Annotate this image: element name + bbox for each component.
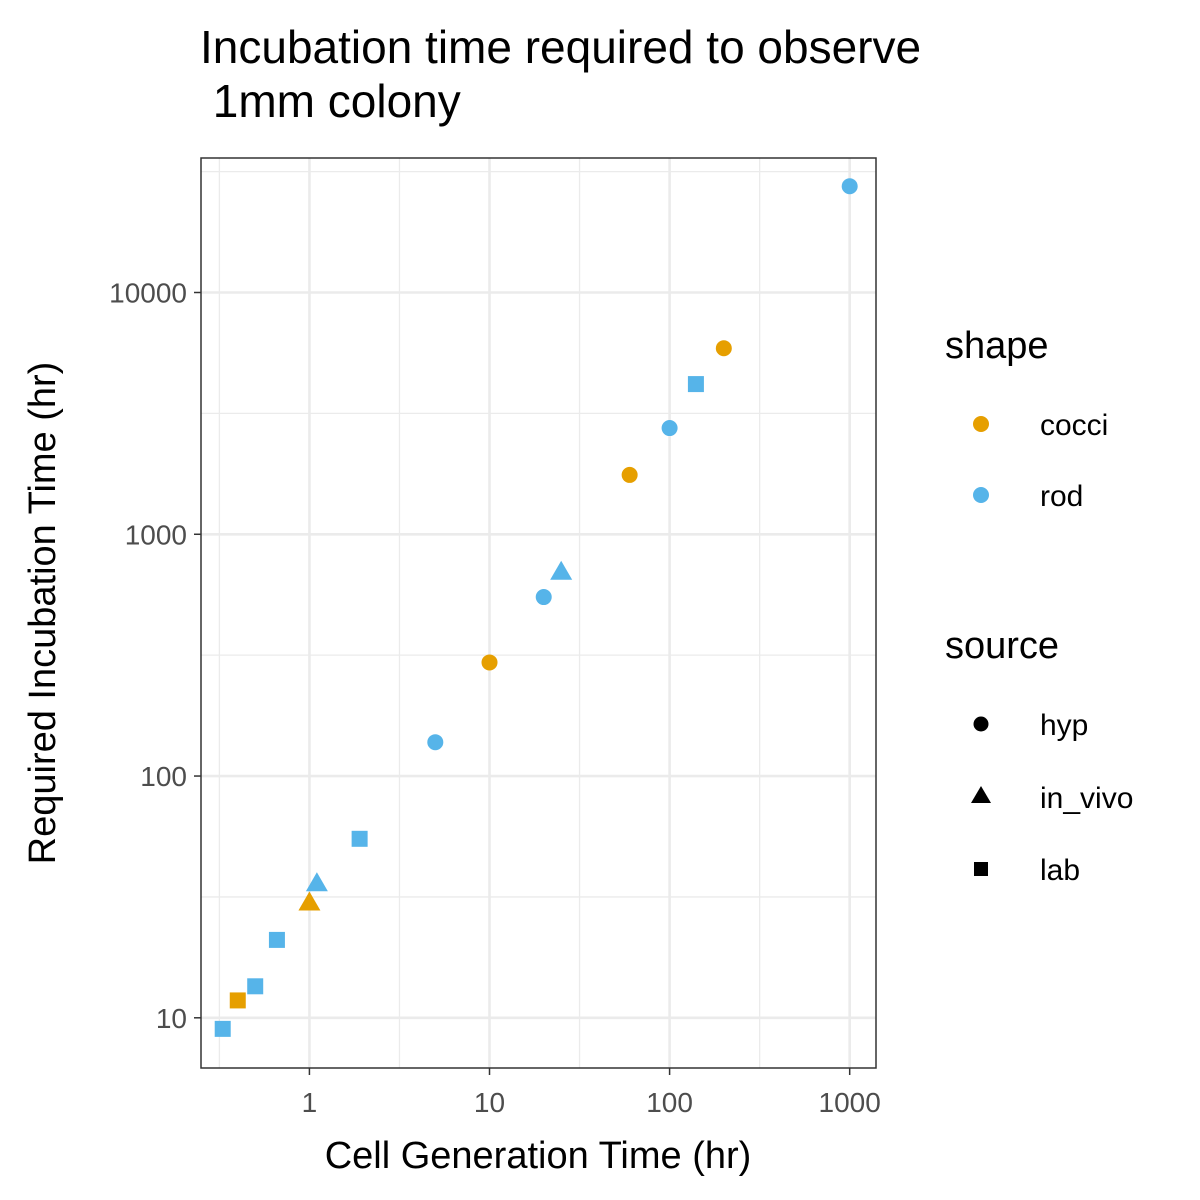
x-tick-label: 100 [646, 1087, 693, 1118]
chart-title-line-2: 1mm colony [200, 75, 461, 127]
x-tick-label: 10 [474, 1087, 505, 1118]
legend-label-hyp: hyp [1040, 709, 1088, 742]
data-point-rod-hyp [427, 734, 444, 751]
x-axis-ticks: 1 10 100 1000 [302, 1068, 881, 1118]
legend-shape: shape cocci rod [945, 325, 1108, 513]
data-points [214, 178, 858, 1037]
y-tick-label: 1000 [125, 519, 187, 550]
data-point-rod-lab [247, 978, 264, 995]
y-tick-label: 100 [140, 761, 187, 792]
legend-label-lab: lab [1040, 854, 1080, 887]
data-point-rod-in-vivo [305, 872, 328, 892]
data-point-cocci-in-vivo [298, 891, 321, 911]
legend-key-rod [973, 487, 989, 503]
y-tick-label: 10 [156, 1003, 187, 1034]
data-point-rod-lab [687, 376, 704, 393]
legend-key-lab [974, 862, 988, 876]
data-point-rod-hyp [841, 178, 858, 195]
legend-key-in-vivo [971, 786, 991, 803]
legend-source-title: source [945, 625, 1059, 667]
data-point-rod-hyp [535, 589, 552, 606]
legend-label-in-vivo: in_vivo [1040, 782, 1133, 815]
y-axis-ticks: 10 100 1000 10000 [109, 277, 201, 1034]
grid-lines [201, 158, 876, 1068]
data-point-cocci-hyp [621, 466, 638, 483]
legend-label-cocci: cocci [1040, 409, 1108, 442]
data-point-rod-lab [351, 830, 368, 847]
x-tick-label: 1 [302, 1087, 318, 1118]
chart-title-line-1: Incubation time required to observe [200, 21, 922, 73]
legend-key-cocci [973, 416, 989, 432]
data-point-cocci-hyp [481, 654, 498, 671]
data-point-cocci-hyp [715, 340, 732, 357]
y-tick-label: 10000 [109, 277, 187, 308]
plot-panel-background [201, 158, 876, 1068]
data-point-rod-hyp [661, 420, 678, 437]
data-point-rod-in-vivo [550, 560, 573, 580]
legend-label-rod: rod [1040, 480, 1083, 513]
x-tick-label: 1000 [819, 1087, 881, 1118]
x-axis-label: Cell Generation Time (hr) [325, 1135, 752, 1177]
data-point-cocci-lab [229, 992, 246, 1009]
legend-shape-title: shape [945, 325, 1049, 367]
legend-source: source hyp in_vivo lab [945, 625, 1133, 887]
legend-key-hyp [973, 716, 989, 732]
plot-panel-border [200, 157, 877, 1069]
data-point-rod-lab [214, 1020, 231, 1037]
data-point-rod-lab [268, 931, 285, 948]
y-axis-label: Required Incubation Time (hr) [22, 362, 64, 865]
